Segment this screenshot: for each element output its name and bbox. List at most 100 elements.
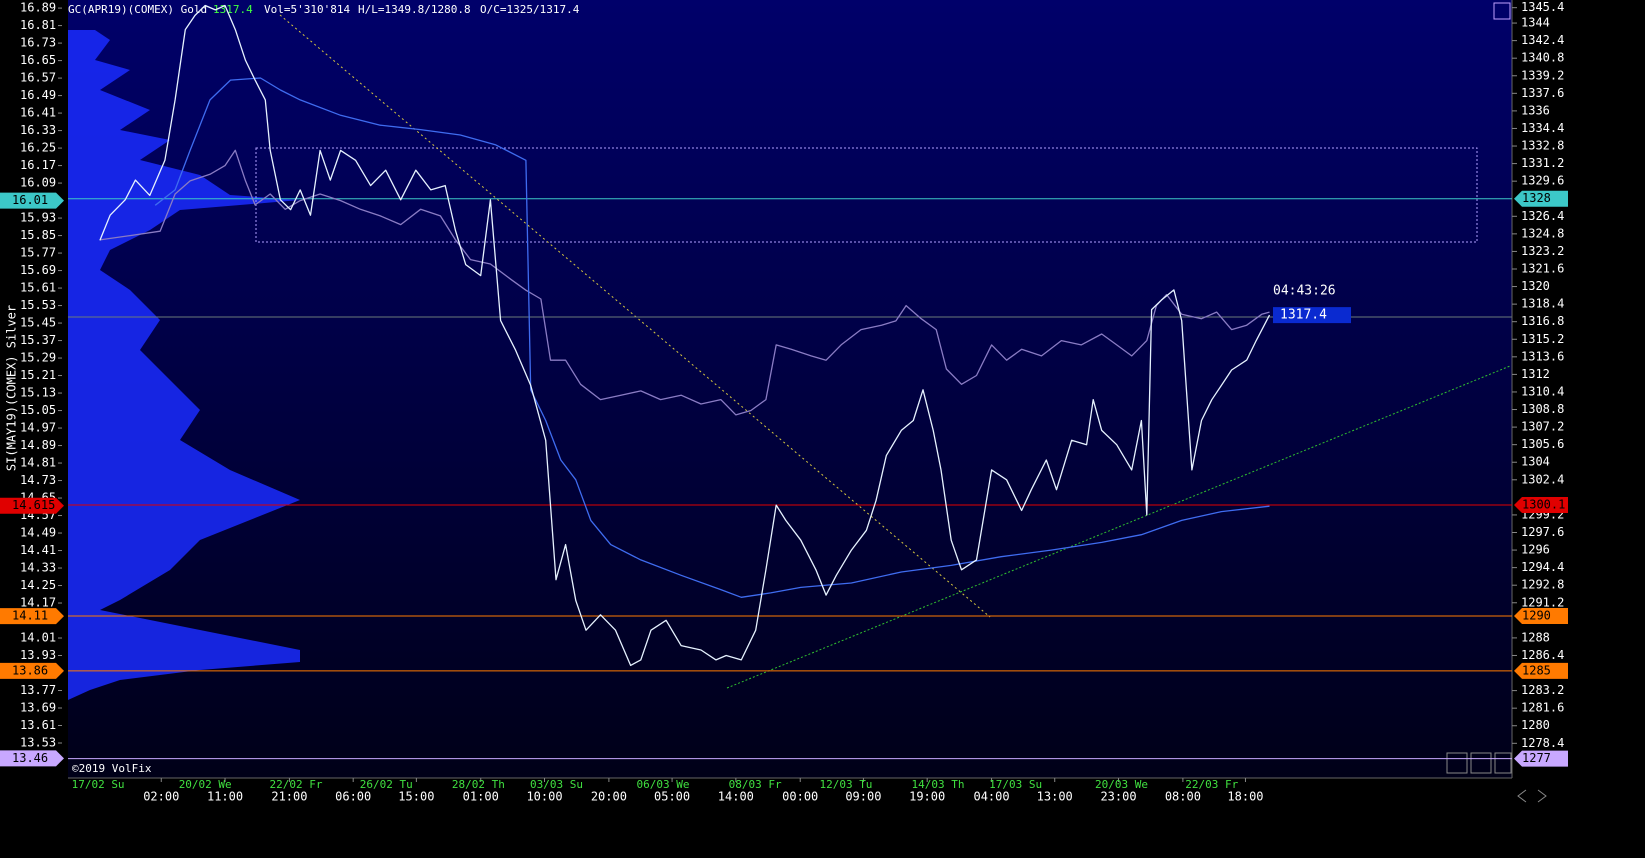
y2-tick-label: 1286.4 xyxy=(1521,648,1564,662)
right-axis-panel xyxy=(1512,0,1645,778)
date-tick-label: 20/03 We xyxy=(1095,778,1148,791)
scroll-buttons[interactable] xyxy=(1517,789,1547,803)
x-tick-label: 18:00 xyxy=(1227,790,1263,804)
y-tick-label: 14.17 xyxy=(20,596,56,610)
y2-tick-label: 1336 xyxy=(1521,103,1550,117)
y-tick-label: 16.57 xyxy=(20,71,56,85)
y-tick-label: 15.69 xyxy=(20,263,56,277)
plot-area xyxy=(68,0,1512,778)
x-tick-label: 23:00 xyxy=(1100,790,1136,804)
y-tick-label: 14.97 xyxy=(20,421,56,435)
x-tick-label: 10:00 xyxy=(526,790,562,804)
x-tick-label: 01:00 xyxy=(463,790,499,804)
y-tick-label: 13.61 xyxy=(20,718,56,732)
date-tick-label: 22/03 Fr xyxy=(1185,778,1238,791)
footer: ©2019 VolFix xyxy=(72,762,152,775)
y-tick-label: 13.77 xyxy=(20,683,56,697)
y2-tick-label: 1316.8 xyxy=(1521,314,1564,328)
y2-tick-label: 1313.6 xyxy=(1521,349,1564,363)
y-tick-label: 16.73 xyxy=(20,36,56,50)
y2-tick-label: 1321.6 xyxy=(1521,261,1564,275)
y-tick-label: 15.37 xyxy=(20,333,56,347)
y2-tick-label: 1324.8 xyxy=(1521,226,1564,240)
y-tick-label: 15.13 xyxy=(20,386,56,400)
y2-tick-label: 1308.8 xyxy=(1521,402,1564,416)
y-tick-label: 14.25 xyxy=(20,578,56,592)
y-tick-label: 13.53 xyxy=(20,736,56,750)
layout-button[interactable] xyxy=(1494,752,1512,774)
date-tick-label: 26/02 Tu xyxy=(360,778,413,791)
x-tick-label: 02:00 xyxy=(143,790,179,804)
y2-tick-label: 1329.6 xyxy=(1521,174,1564,188)
y-tick-label: 14.73 xyxy=(20,473,56,487)
level-tag xyxy=(1514,662,1568,679)
tool-icon[interactable] xyxy=(1493,2,1511,20)
y2-tick-label: 1323.2 xyxy=(1521,244,1564,258)
level-tag-label: 14.11 xyxy=(12,609,48,623)
date-tick-label: 17/02 Su xyxy=(72,778,125,791)
y-axis-label: SI(MAY19)(COMEX) Silver xyxy=(5,305,19,471)
y-tick-label: 14.89 xyxy=(20,438,56,452)
x-tick-label: 05:00 xyxy=(654,790,690,804)
price-line xyxy=(99,4,1271,667)
y-tick-label: 16.89 xyxy=(20,1,56,15)
y-tick-label: 16.81 xyxy=(20,18,56,32)
x-tick-label: 04:00 xyxy=(973,790,1009,804)
date-tick-label: 22/02 Fr xyxy=(270,778,323,791)
level-tag-label: 1285 xyxy=(1522,663,1551,677)
date-tick-label: 08/03 Fr xyxy=(729,778,782,791)
y2-tick-label: 1278.4 xyxy=(1521,736,1564,750)
x-tick-label: 13:00 xyxy=(1037,790,1073,804)
y2-tick-label: 1307.2 xyxy=(1521,420,1564,434)
x-tick-label: 19:00 xyxy=(909,790,945,804)
y2-tick-label: 1332.8 xyxy=(1521,139,1564,153)
y2-tick-label: 1337.6 xyxy=(1521,86,1564,100)
layout-button[interactable] xyxy=(1470,752,1492,774)
header-last: 1317.4 xyxy=(213,3,253,16)
y-tick-label: 14.81 xyxy=(20,456,56,470)
y2-tick-label: 1296 xyxy=(1521,543,1550,557)
y-tick-label: 15.77 xyxy=(20,246,56,260)
date-tick-label: 28/02 Th xyxy=(452,778,505,791)
date-tick-label: 20/02 We xyxy=(179,778,232,791)
trend-line xyxy=(279,14,991,618)
level-tag xyxy=(0,608,64,625)
y2-tick-label: 1334.4 xyxy=(1521,121,1564,135)
level-tag-label: 16.01 xyxy=(12,193,48,207)
x-tick-label: 06:00 xyxy=(335,790,371,804)
y-tick-label: 14.49 xyxy=(20,526,56,540)
y-tick-label: 14.01 xyxy=(20,631,56,645)
y2-tick-label: 1294.4 xyxy=(1521,560,1564,574)
level-tag xyxy=(0,192,64,209)
level-tag xyxy=(1514,190,1568,207)
y2-tick-label: 1291.2 xyxy=(1521,595,1564,609)
y-tick-label: 13.69 xyxy=(20,701,56,715)
date-tick-label: 12/03 Tu xyxy=(819,778,872,791)
y2-tick-label: 1310.4 xyxy=(1521,384,1564,398)
level-tag xyxy=(0,497,64,514)
y2-tick-label: 1292.8 xyxy=(1521,578,1564,592)
y-tick-label: 15.85 xyxy=(20,228,56,242)
header-high-low: H/L=1349.8/1280.8 xyxy=(358,3,471,16)
level-tag-label: 14.615 xyxy=(12,498,55,512)
y2-tick-label: 1326.4 xyxy=(1521,209,1564,223)
y2-tick-label: 1281.6 xyxy=(1521,701,1564,715)
price-line xyxy=(99,149,1270,416)
x-tick-label: 14:00 xyxy=(718,790,754,804)
y2-tick-label: 1340.8 xyxy=(1521,51,1564,65)
y2-tick-label: 1305.6 xyxy=(1521,437,1564,451)
y-tick-label: 14.41 xyxy=(20,543,56,557)
y2-tick-label: 1339.2 xyxy=(1521,68,1564,82)
y-tick-label: 15.53 xyxy=(20,298,56,312)
date-tick-label: 06/03 We xyxy=(637,778,690,791)
y2-tick-label: 1304 xyxy=(1521,455,1550,469)
level-tag-label: 1290 xyxy=(1522,608,1551,622)
level-tag xyxy=(0,662,64,679)
y2-tick-label: 1345.4 xyxy=(1521,0,1564,14)
level-tag xyxy=(1514,750,1568,767)
date-tick-label: 03/03 Su xyxy=(530,778,583,791)
level-tag-label: 1300.1 xyxy=(1522,498,1565,512)
layout-button[interactable] xyxy=(1446,752,1468,774)
y2-tick-label: 1315.2 xyxy=(1521,332,1564,346)
y-tick-label: 15.93 xyxy=(20,211,56,225)
